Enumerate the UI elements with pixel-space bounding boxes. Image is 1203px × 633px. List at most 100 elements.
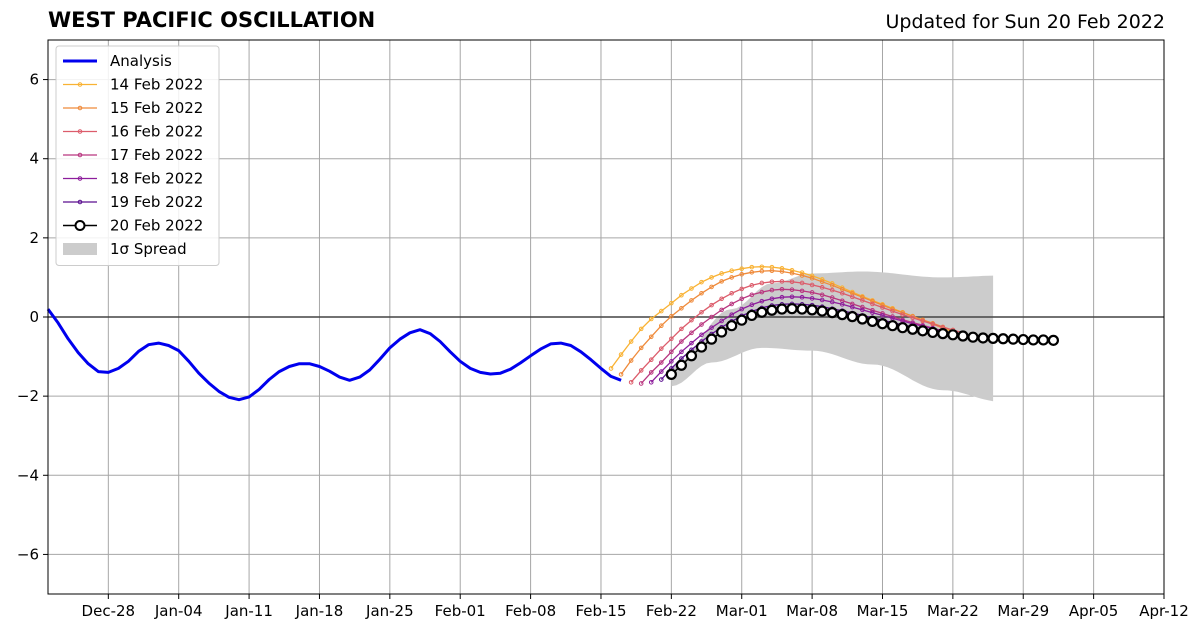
analysis-layer [46,308,622,402]
series-20-feb-2022 [665,303,1060,380]
series-point [749,302,755,308]
series-point [890,308,895,314]
series-point [799,273,805,278]
legend-entry: 14 Feb 2022 [63,76,203,94]
series-point [850,294,855,300]
series-point [937,328,949,340]
series-line [620,270,954,375]
series-point [669,349,674,355]
analysis-line [46,308,622,402]
series-point [689,286,694,291]
series-point [779,269,785,274]
series-point [709,314,714,320]
series-point [729,290,734,296]
series-point [809,275,815,281]
x-tick-label: Jan-18 [295,602,344,620]
legend: Analysis 14 Feb 2022 15 Feb 2022 16 Feb 202… [55,45,220,266]
series-point [638,326,644,332]
legend-marker [77,152,83,158]
series-point [665,368,677,380]
legend-marker [77,105,83,111]
y-axis-ticks: −6 −4 −2 0 2 4 6 [17,71,48,563]
series-18-feb-2022 [648,294,966,385]
series-point [819,285,825,290]
series-point [829,295,835,300]
y-tick-label: 0 [29,308,39,326]
series-point [658,377,664,382]
series-point [759,280,765,286]
series-point [1047,334,1060,346]
series-point [870,310,875,315]
series-point [779,294,785,300]
series-point [789,268,795,273]
series-point [628,358,634,363]
x-tick-label: Jan-11 [224,602,273,620]
x-tick-label: Apr-05 [1069,602,1119,620]
series-point [675,359,688,371]
series-point [658,369,664,374]
series-point [648,334,654,340]
series-point [759,298,765,304]
y-tick-label: −2 [17,387,39,405]
series-point [860,298,865,303]
series-point [716,326,728,338]
legend-entry: Analysis [63,52,172,70]
y-tick-label: 4 [29,150,39,168]
series-point [699,322,704,327]
x-tick-label: Mar-15 [857,602,909,620]
series-point [766,304,778,316]
series-point [669,300,674,306]
series-point [679,292,684,298]
series-point [819,297,825,303]
series-point [799,294,805,300]
series-point [789,294,795,300]
series-point [739,306,745,312]
series-point [786,303,798,315]
series-point [739,271,745,277]
series-point [806,304,818,316]
series-point [719,279,724,284]
series-point [846,311,858,323]
legend-label: 15 Feb 2022 [110,99,203,117]
series-point [699,290,704,296]
series-point [648,357,654,363]
series-point [658,323,664,329]
series-point [880,305,885,310]
series-point [917,325,929,337]
series-point [689,330,694,336]
legend-label: 17 Feb 2022 [110,146,203,164]
series-layer [608,264,1060,386]
series-point [769,287,775,293]
series-line [630,280,964,383]
series-point [648,379,654,385]
y-tick-label: −4 [17,466,39,484]
series-point [769,296,775,302]
legend-label: Analysis [110,52,172,70]
series-point [709,302,714,308]
series-point [679,326,684,332]
series-point [689,340,694,346]
series-point [618,352,624,357]
series-point [967,331,979,343]
x-tick-label: Mar-08 [786,602,838,620]
series-point [709,325,714,330]
series-point [729,275,734,280]
legend-entry: 18 Feb 2022 [63,170,203,188]
series-point [669,313,674,319]
series-point [719,271,724,276]
legend-label: 1σ Spread [110,240,187,258]
series-point [997,333,1009,345]
series-point [856,313,868,325]
series-point [658,346,664,351]
legend-entry: 20 Feb 2022 [63,217,203,235]
series-point [726,320,738,332]
series-point [638,368,644,373]
series-point [829,283,835,288]
legend-label: 14 Feb 2022 [110,76,203,94]
series-point [866,315,879,327]
series-point [886,320,899,332]
series-point [819,279,825,285]
series-point [977,332,989,344]
x-tick-label: Dec-28 [82,602,136,620]
x-tick-label: Feb-22 [646,602,697,620]
